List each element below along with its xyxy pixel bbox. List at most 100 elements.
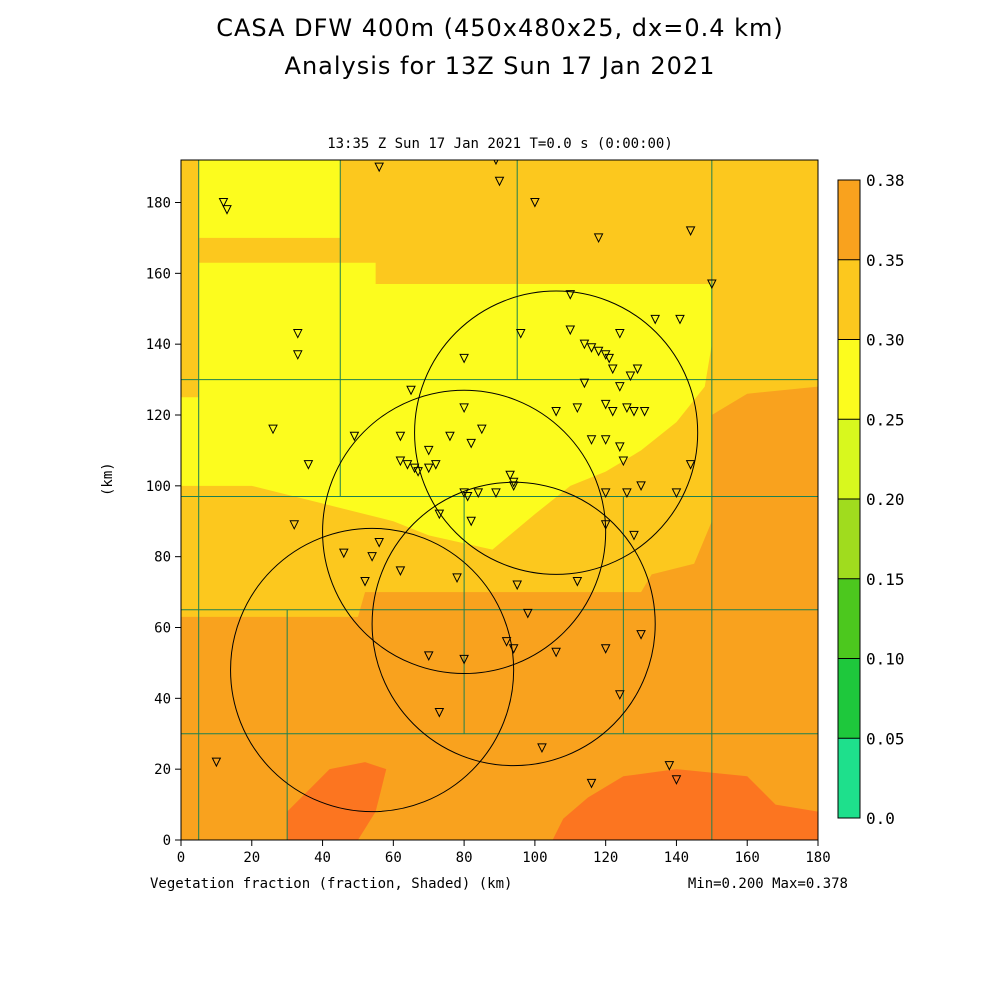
colorbar-label: 0.15 (866, 570, 905, 589)
colorbar-swatch (838, 578, 860, 659)
y-tick-label: 20 (154, 762, 171, 778)
station-marker (430, 460, 441, 470)
station-marker (289, 520, 300, 530)
plot-frame (180, 159, 819, 841)
y-axis: 0 20 40 60 80 100 120 140 160 180 (146, 196, 181, 849)
station-marker (423, 651, 434, 661)
field-region (287, 762, 387, 840)
colorbar-label: 0.30 (866, 331, 905, 350)
station-markers (211, 160, 717, 789)
station-marker (501, 637, 512, 647)
station-marker (579, 378, 590, 389)
station-marker (707, 279, 717, 290)
station-marker (586, 435, 597, 445)
station-marker (349, 431, 360, 442)
station-marker (491, 488, 501, 499)
colorbar-swatch (838, 658, 860, 739)
station-marker (406, 385, 416, 396)
station-marker (572, 403, 583, 414)
y-tick-label: 40 (154, 691, 171, 707)
station-marker (402, 460, 413, 470)
station-marker (211, 757, 222, 768)
station-marker (600, 399, 611, 410)
station-marker (650, 314, 661, 325)
station-marker (523, 608, 533, 619)
colorbar-label: 0.05 (866, 729, 905, 748)
station-marker (586, 778, 597, 789)
station-marker (615, 442, 625, 452)
station-marker (618, 456, 629, 467)
station-marker (629, 530, 639, 541)
station-marker (459, 353, 469, 364)
station-marker (551, 406, 561, 417)
station-marker (530, 198, 540, 208)
x-axis: 0 20 40 60 80 100 120 140 160 180 (177, 840, 831, 866)
x-tick-label: 40 (314, 850, 331, 866)
x-tick-label: 0 (177, 850, 185, 866)
x-tick-label: 140 (664, 850, 689, 866)
y-tick-label: 120 (146, 408, 171, 424)
station-marker (395, 566, 406, 576)
range-ring (322, 389, 607, 675)
station-marker (600, 488, 611, 499)
field-region (198, 160, 341, 238)
station-marker (512, 580, 523, 591)
station-marker (600, 435, 611, 445)
station-marker (508, 644, 519, 654)
y-tick-label: 80 (154, 550, 171, 566)
station-marker (473, 488, 484, 499)
x-tick-label: 80 (456, 850, 473, 866)
station-marker (675, 314, 685, 325)
colorbar-swatch (838, 738, 860, 818)
station-marker (292, 329, 303, 339)
station-marker (639, 406, 650, 417)
station-marker (664, 761, 675, 771)
chart-title: CASA DFW 400m (450x480x25, dx=0.4 km) (216, 14, 784, 42)
station-marker (374, 538, 384, 548)
station-marker (622, 488, 632, 499)
colorbar-swatch (838, 180, 860, 260)
y-tick-label: 180 (146, 196, 171, 212)
colorbar-label: 0.20 (866, 490, 905, 509)
station-marker (218, 198, 229, 208)
station-marker (374, 162, 384, 173)
station-marker (508, 481, 519, 491)
station-marker (423, 445, 434, 456)
county-borders (181, 160, 818, 840)
colorbar-label: 0.10 (866, 650, 905, 669)
field-region (552, 769, 818, 840)
station-marker (593, 346, 604, 357)
station-marker (671, 775, 682, 785)
station-marker (413, 467, 423, 477)
colorbar-label: 0.35 (866, 251, 905, 270)
range-ring (414, 290, 699, 575)
station-marker (459, 654, 469, 665)
colorbar-label: 0.38 (866, 171, 905, 190)
y-tick-label: 0 (163, 833, 171, 849)
station-marker (622, 403, 632, 414)
station-marker (671, 488, 682, 499)
station-marker (360, 576, 370, 587)
station-marker (445, 431, 455, 442)
station-marker (434, 708, 445, 718)
station-marker (476, 424, 487, 435)
station-marker (459, 403, 469, 414)
station-marker (572, 576, 583, 587)
station-marker (515, 329, 526, 339)
station-marker (292, 350, 303, 360)
station-marker (685, 226, 696, 236)
shaded-field (181, 160, 818, 840)
station-marker (222, 205, 232, 215)
field-region (181, 262, 712, 550)
station-marker (615, 690, 625, 700)
station-marker (505, 470, 515, 481)
y-tick-label: 160 (146, 266, 171, 282)
range-ring (230, 527, 515, 813)
station-marker (462, 491, 473, 502)
station-marker (632, 364, 643, 375)
station-marker (466, 516, 476, 527)
station-marker (685, 460, 696, 470)
x-tick-label: 120 (593, 850, 618, 866)
station-marker (434, 509, 445, 520)
